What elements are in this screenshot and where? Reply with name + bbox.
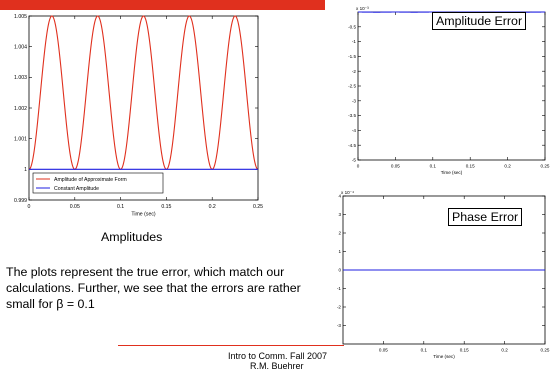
plot-frame [358,12,545,160]
x-axis-label: Time (sec) [441,170,463,175]
y-tick-label: -3 [337,323,342,328]
x-tick-label: 0.2 [504,164,511,169]
y-tick-label: -1 [337,286,342,291]
x-tick-label: 0.25 [541,164,550,169]
x-tick-label: 0.1 [430,164,437,169]
y-tick-label: -3.5 [348,113,356,118]
y-tick-label: -2.5 [348,84,356,89]
x-tick-label: 0.05 [379,348,388,353]
y-tick-label: 1.003 [14,75,27,81]
x-tick-label: 0 [28,204,31,210]
y-tick-label: 1.004 [14,44,27,50]
y-tick-label: 1.001 [14,136,27,142]
summary-paragraph: The plots represent the true error, whic… [6,264,324,312]
amplitudes-chart: 0 0.05 0.1 0.15 0.2 0.25 0.999 1 1.001 1.002 1.003… [14,14,263,218]
y-tick-label: 1.002 [14,106,27,112]
x-tick-label: 0.25 [541,348,550,353]
amplitude-error-chart: 0 0.05 0.1 0.15 0.2 0.25 -0.5 -1 -1.5 -2 -2.5 -3 -3.… [348,6,550,175]
x-axis-label: Time (sec) [433,354,455,359]
y-tick-label: 1 [24,167,27,173]
y-exponent-label: x 10⁻³ [356,6,369,11]
phase-error-label: Phase Error [448,208,522,226]
y-exponent-label: x 10⁻⁴ [341,190,354,195]
y-tick-label: 2 [338,231,341,236]
x-tick-label: 0.15 [161,204,171,210]
x-tick-label: 0.1 [421,348,428,353]
y-tick-label: -4.5 [348,143,356,148]
y-tick-label: 1.005 [14,14,27,20]
legend-label: Amplitude of Approximate Form [54,177,127,183]
y-tick-label: -2 [352,69,357,74]
y-tick-label: 0 [338,268,341,273]
y-tick-label: -5 [352,158,357,163]
y-tick-label: -2 [337,305,342,310]
x-axis-label: Time (sec) [131,211,156,217]
legend-label: Constant Amplitude [54,186,99,192]
y-tick-label: -0.5 [348,24,356,29]
x-tick-label: 0.05 [391,164,400,169]
y-tick-label: 3 [338,212,341,217]
x-tick-label: 0.25 [253,204,263,210]
x-tick-label: 0 [357,164,360,169]
y-tick-label: -4 [352,128,357,133]
y-tick-label: 0.999 [14,198,27,204]
paragraph-text: The plots represent the true error, whic… [6,265,301,311]
amplitude-error-label: Amplitude Error [432,12,526,30]
y-tick-label: 1 [338,249,341,254]
x-tick-label: 0.15 [460,348,469,353]
x-tick-label: 0.15 [466,164,475,169]
paragraph-tail: = 0.1 [63,297,94,311]
x-tick-label: 0.05 [70,204,80,210]
footer-course: Intro to Comm. Fall 2007 [228,351,327,361]
footer-author: R.M. Buehrer [250,361,304,371]
y-tick-label: -1.5 [348,54,356,59]
x-tick-label: 0.2 [209,204,216,210]
plot-frame [29,16,258,200]
figure-caption: Amplitudes [101,229,162,245]
y-tick-label: -3 [352,98,357,103]
y-tick-label: -1 [352,39,357,44]
x-tick-label: 0.1 [117,204,124,210]
x-tick-label: 0.2 [501,348,508,353]
